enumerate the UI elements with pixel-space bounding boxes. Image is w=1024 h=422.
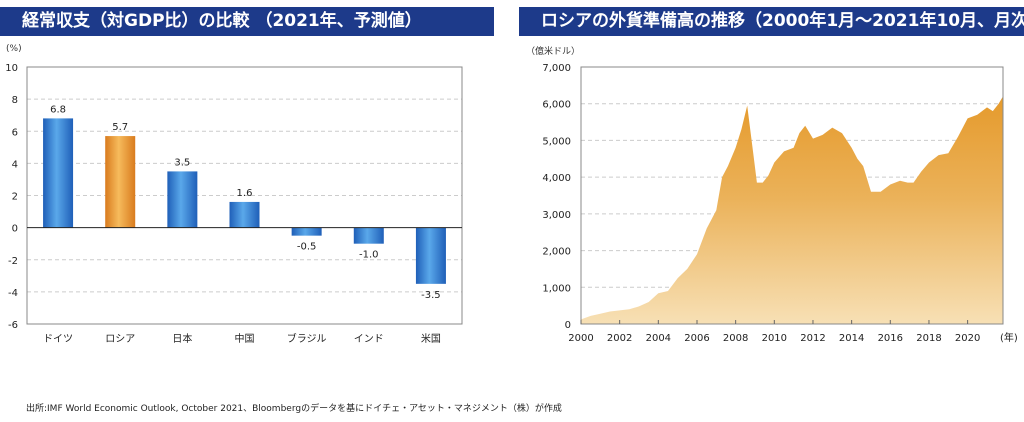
right-y-unit: （億米ドル） xyxy=(526,47,581,57)
plot-frame xyxy=(580,66,1004,325)
bar-6 xyxy=(353,227,384,244)
x-tick-label: ロシア xyxy=(105,334,135,345)
data-label: -3.5 xyxy=(421,290,441,301)
source-note: 出所:IMF World Economic Outlook, October 2… xyxy=(26,404,562,414)
x-tick-label: 2014 xyxy=(839,333,864,344)
y-tick-label: 6,000 xyxy=(542,100,571,111)
bar-1 xyxy=(43,118,74,228)
y-tick-label: 0 xyxy=(12,224,18,235)
x-tick-label: インド xyxy=(354,334,384,345)
x-unit-label: (年) xyxy=(1000,331,1018,344)
y-tick-label: 5,000 xyxy=(542,136,571,147)
y-tick-label: -6 xyxy=(8,320,18,331)
x-tick-label: 2016 xyxy=(878,333,903,344)
y-tick-label: 10 xyxy=(5,63,18,74)
data-label: 1.6 xyxy=(237,188,253,199)
data-label: 3.5 xyxy=(174,157,190,168)
bar-4 xyxy=(229,201,260,228)
data-label: -0.5 xyxy=(297,242,317,253)
y-tick-label: -4 xyxy=(8,288,18,299)
bar-2 xyxy=(105,136,136,228)
x-tick-label: 日本 xyxy=(172,332,192,345)
y-tick-label: 3,000 xyxy=(542,210,571,221)
y-tick-label: 4,000 xyxy=(542,173,571,184)
y-tick-label: 0 xyxy=(565,320,571,331)
x-tick-label: ドイツ xyxy=(43,334,73,345)
x-tick-label: 2012 xyxy=(800,333,825,344)
y-tick-label: 2,000 xyxy=(542,247,571,258)
bar-3 xyxy=(167,171,198,228)
bar-7 xyxy=(415,227,446,284)
y-tick-label: 4 xyxy=(12,159,18,170)
data-label: 5.7 xyxy=(112,122,128,133)
y-tick-label: 1,000 xyxy=(542,283,571,294)
bar-5 xyxy=(291,227,322,236)
y-tick-label: 8 xyxy=(12,95,18,106)
x-tick-label: 2010 xyxy=(762,333,787,344)
left-y-unit: (%) xyxy=(6,44,22,54)
data-label: 6.8 xyxy=(50,104,66,115)
y-tick-label: 6 xyxy=(12,127,18,138)
data-label: -1.0 xyxy=(359,250,379,261)
x-tick-label: 2000 xyxy=(568,333,593,344)
reserves-area xyxy=(581,96,1003,325)
right-chart-title: ロシアの外貨準備高の推移（2000年1月～2021年10月、月次） xyxy=(519,7,1024,36)
x-tick-label: 2008 xyxy=(723,333,748,344)
x-tick-label: 2002 xyxy=(607,333,632,344)
x-tick-label: 中国 xyxy=(235,332,255,345)
y-tick-label: 2 xyxy=(12,192,18,203)
y-tick-label: 7,000 xyxy=(542,63,571,74)
x-tick-label: ブラジル xyxy=(287,332,327,345)
plot-frame xyxy=(26,66,463,325)
x-tick-label: 2006 xyxy=(684,333,709,344)
left-chart-title: 経常収支（対GDP比）の比較 （2021年、予測値） xyxy=(0,7,494,36)
x-tick-label: 2004 xyxy=(646,333,671,344)
x-tick-label: 2020 xyxy=(955,333,980,344)
x-tick-label: 2018 xyxy=(916,333,941,344)
charts-canvas: 10 8 6 4 2 0 -2 -4 -6 6.8 ドイツ 5.7 ロシア 3.5 日本 1.6 中国 -0.5 ブ… xyxy=(5,63,1018,345)
x-tick-label: 米国 xyxy=(421,332,441,345)
y-tick-label: -2 xyxy=(8,256,18,267)
